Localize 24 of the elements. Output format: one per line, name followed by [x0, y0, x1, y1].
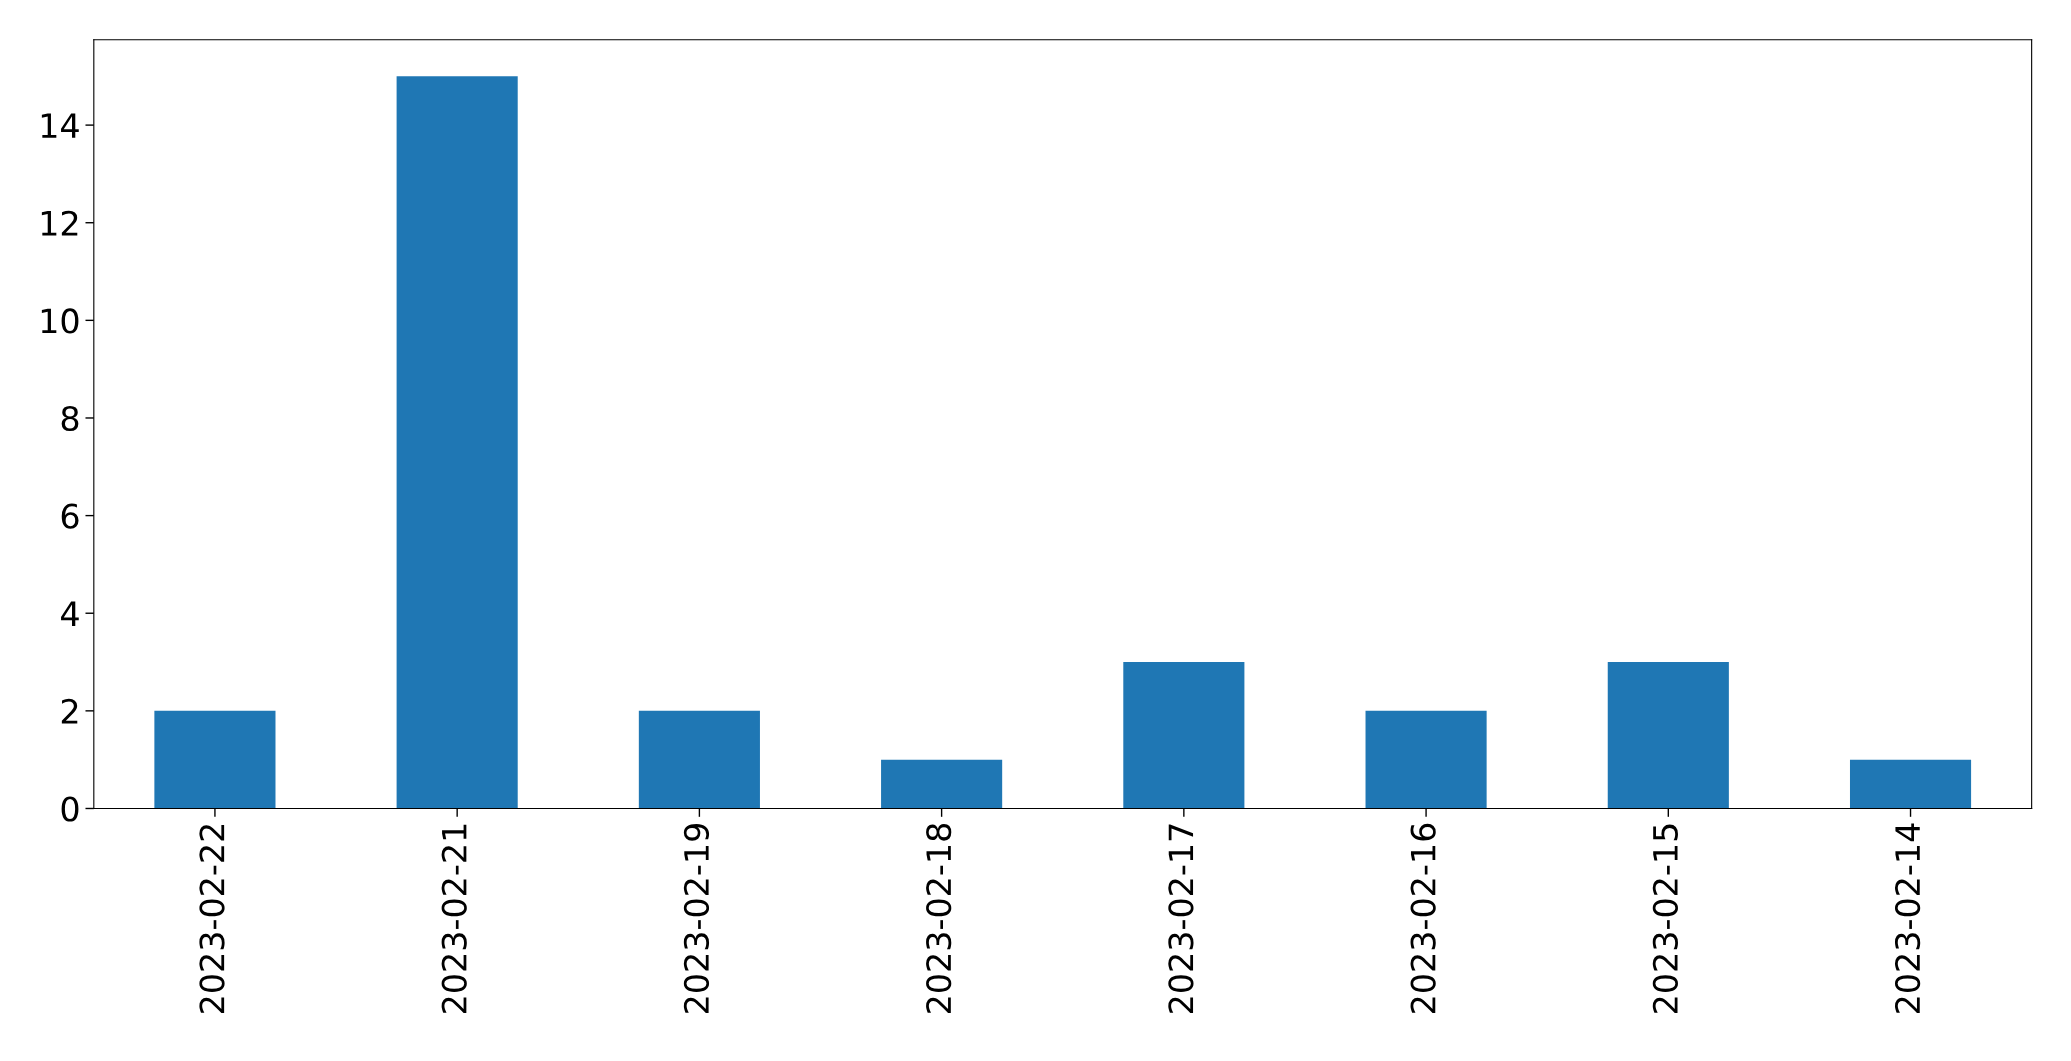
x-tick-label: 2023-02-21 — [441, 824, 467, 1013]
x-tick-label: 2023-02-22 — [199, 825, 225, 1013]
y-tick-label: 2 — [61, 698, 78, 724]
y-tick-label: 10 — [41, 308, 79, 334]
x-tick-label: 2023-02-18 — [926, 823, 952, 1013]
bar — [154, 710, 276, 809]
bar — [1607, 662, 1729, 809]
bar — [881, 759, 1003, 809]
y-tick-label: 14 — [41, 113, 79, 138]
bar — [1849, 759, 1972, 809]
y-tick-label: 8 — [61, 405, 79, 432]
bar — [396, 76, 518, 809]
y-tick-label: 12 — [41, 210, 78, 236]
y-tick-label: 6 — [61, 503, 79, 529]
x-tick-label: 2023-02-19 — [683, 824, 710, 1013]
y-tick-label: 4 — [61, 601, 79, 626]
x-tick-label: 2023-02-17 — [1168, 824, 1194, 1013]
x-tick-label: 2023-02-16 — [1410, 823, 1436, 1013]
x-tick-label: 2023-02-15 — [1652, 824, 1678, 1013]
bar — [1123, 662, 1245, 809]
bar — [1365, 710, 1487, 809]
bar — [638, 710, 760, 809]
x-tick-label: 2023-02-14 — [1894, 823, 1921, 1013]
y-tick-label: 0 — [61, 796, 79, 822]
